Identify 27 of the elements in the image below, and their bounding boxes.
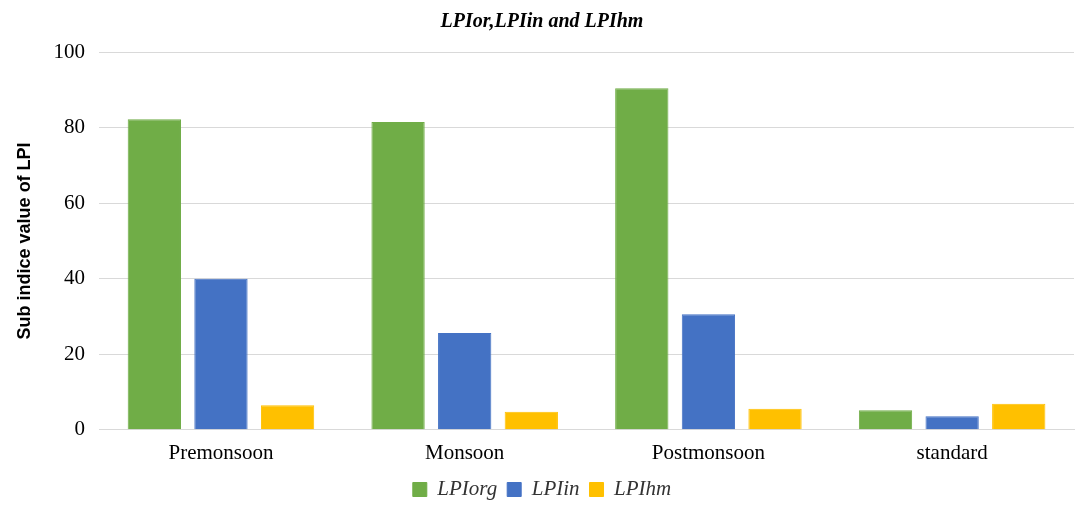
bar: [615, 88, 669, 430]
chart-title: LPIor,LPIin and LPIhm: [439, 9, 644, 32]
legend-label: LPIin: [530, 476, 580, 501]
x-tick-label: Premonsoon: [168, 439, 274, 464]
bar: [858, 410, 913, 430]
bar: [681, 314, 736, 430]
bar: [748, 408, 802, 430]
bar: [127, 119, 181, 430]
y-axis-title: Sub indice value of LPI: [13, 142, 34, 340]
y-tick-label: 100: [53, 38, 86, 63]
bar: [438, 333, 492, 430]
legend-label: LPIhm: [613, 476, 672, 501]
x-tick-label: standard: [916, 439, 989, 464]
bar: [925, 416, 979, 430]
y-tick-label: 80: [64, 114, 86, 139]
y-tick-label: 40: [64, 265, 86, 290]
y-tick-label: 0: [74, 416, 86, 441]
y-tick-label: 60: [64, 189, 86, 214]
bar: [260, 405, 315, 430]
legend-label: LPIorg: [436, 476, 498, 501]
y-tick-label: 20: [64, 340, 86, 365]
bar: [371, 121, 425, 430]
x-tick-label: Monsoon: [425, 439, 505, 464]
x-tick-label: Postmonsoon: [651, 439, 766, 464]
bar: [504, 411, 558, 430]
bar: [992, 403, 1046, 430]
bar: [194, 278, 248, 430]
